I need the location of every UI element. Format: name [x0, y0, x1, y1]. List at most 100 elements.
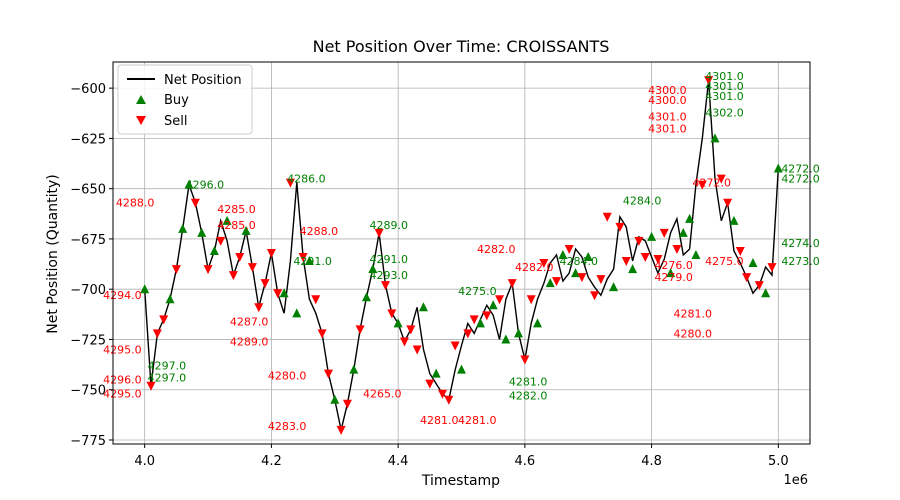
sell-marker: [653, 255, 663, 265]
sell-marker: [704, 76, 714, 86]
sell-marker: [590, 291, 600, 301]
buy-marker: [571, 268, 581, 278]
sell-marker: [520, 355, 530, 365]
sell-marker: [171, 265, 181, 275]
sell-price-annotation: 4294.0: [103, 289, 142, 302]
sell-marker: [380, 281, 390, 291]
buy-marker: [140, 284, 150, 294]
legend-label-sell: Sell: [164, 114, 187, 129]
y-tick-label: −675: [70, 233, 106, 248]
buy-price-annotation: 4297.0: [148, 360, 187, 373]
sell-marker: [336, 425, 346, 435]
sell-price-annotation: 4288.0: [116, 197, 155, 210]
y-tick-label: −625: [70, 132, 106, 147]
sell-marker: [596, 275, 606, 285]
buy-marker: [488, 300, 498, 310]
chart-title: Net Position Over Time: CROISSANTS: [313, 37, 610, 56]
y-tick-label: −650: [70, 183, 106, 198]
sell-price-annotation: 4301.0: [648, 122, 687, 135]
buy-price-annotation: 4281.0: [509, 376, 548, 389]
buy-marker: [666, 268, 676, 278]
buy-price-annotation: 4297.0: [148, 372, 187, 385]
sell-price-annotation: 4280.0: [268, 370, 307, 383]
sell-marker: [552, 277, 562, 287]
buy-price-annotation: 4282.0: [509, 390, 548, 403]
buy-price-annotation: 4272.0: [781, 173, 820, 186]
buy-price-annotation: 4293.0: [369, 269, 408, 282]
x-tick-label: 4.2: [261, 454, 282, 469]
buy-marker: [691, 250, 701, 260]
buy-marker: [628, 264, 638, 274]
sell-marker: [577, 273, 587, 283]
sell-marker: [482, 311, 492, 321]
sell-price-annotation: 4275.0: [705, 255, 744, 268]
sell-marker: [273, 289, 283, 299]
sell-price-annotation: 4295.0: [103, 388, 142, 401]
buy-marker: [545, 278, 555, 288]
x-tick-label: 4.4: [388, 454, 409, 469]
y-tick-label: −700: [70, 283, 106, 298]
sell-marker: [767, 263, 777, 273]
sell-marker: [495, 295, 505, 305]
x-tick-label: 4.6: [515, 454, 536, 469]
sell-price-annotation: 4282.0: [515, 261, 554, 274]
sell-marker: [640, 253, 650, 263]
sell-marker: [735, 246, 745, 256]
y-tick-label: −775: [70, 434, 106, 449]
sell-marker: [463, 329, 473, 339]
sell-price-annotation: 4265.0: [363, 388, 402, 401]
y-tick-label: −750: [70, 384, 106, 399]
net-position-line: [144, 80, 779, 431]
sell-marker: [659, 228, 669, 238]
sell-marker: [672, 244, 682, 254]
buy-marker: [609, 282, 619, 292]
buy-marker: [761, 288, 771, 298]
sell-marker: [159, 315, 169, 325]
buy-price-annotation: 4284.0: [560, 255, 599, 268]
axis-ticks: 4.0 4.2 4.4 4.6 4.8 5.0 −775 −750 −725 −700 −675 −6…: [70, 82, 788, 469]
y-tick-label: −600: [70, 82, 106, 97]
sell-marker: [285, 178, 295, 188]
sell-marker: [387, 309, 397, 319]
buy-marker: [368, 264, 378, 274]
plot-series: [140, 76, 783, 435]
sell-price-annotation: 4287.0: [230, 315, 269, 328]
sell-marker: [342, 399, 352, 409]
sell-marker: [266, 249, 276, 258]
y-tick-label: −725: [70, 333, 106, 348]
x-tick-label: 4.0: [134, 454, 155, 469]
buy-price-annotation: 4284.0: [623, 195, 662, 208]
buy-marker: [685, 213, 695, 223]
sell-marker: [723, 198, 733, 208]
sell-marker: [152, 329, 162, 339]
sell-marker: [406, 325, 416, 335]
buy-price-annotation: 4301.0: [705, 80, 744, 93]
sell-marker: [399, 337, 409, 347]
sell-marker: [634, 236, 644, 246]
buy-marker: [349, 364, 359, 374]
buy-marker: [533, 318, 543, 328]
buy-marker: [279, 288, 289, 298]
sell-marker: [754, 281, 764, 291]
buy-price-annotation: 4274.0: [781, 237, 820, 250]
buy-marker: [476, 318, 486, 328]
buy-marker: [583, 252, 593, 262]
buy-price-annotation: 4296.0: [186, 179, 225, 192]
buy-marker: [241, 225, 251, 235]
sell-marker: [539, 259, 549, 269]
sell-marker: [564, 244, 574, 254]
buy-marker: [361, 292, 371, 302]
sell-marker: [260, 279, 270, 289]
buy-marker: [178, 223, 188, 233]
sell-marker: [298, 253, 308, 263]
buy-marker: [165, 294, 175, 304]
sell-marker: [254, 303, 264, 313]
buy-marker: [209, 245, 219, 255]
buy-price-annotation: 4291.0: [293, 255, 332, 268]
sell-marker: [311, 295, 321, 305]
legend-label-buy: Buy: [164, 93, 189, 108]
x-axis-label: Timestamp: [421, 473, 500, 489]
buy-marker: [558, 250, 568, 260]
sell-marker: [323, 369, 333, 379]
